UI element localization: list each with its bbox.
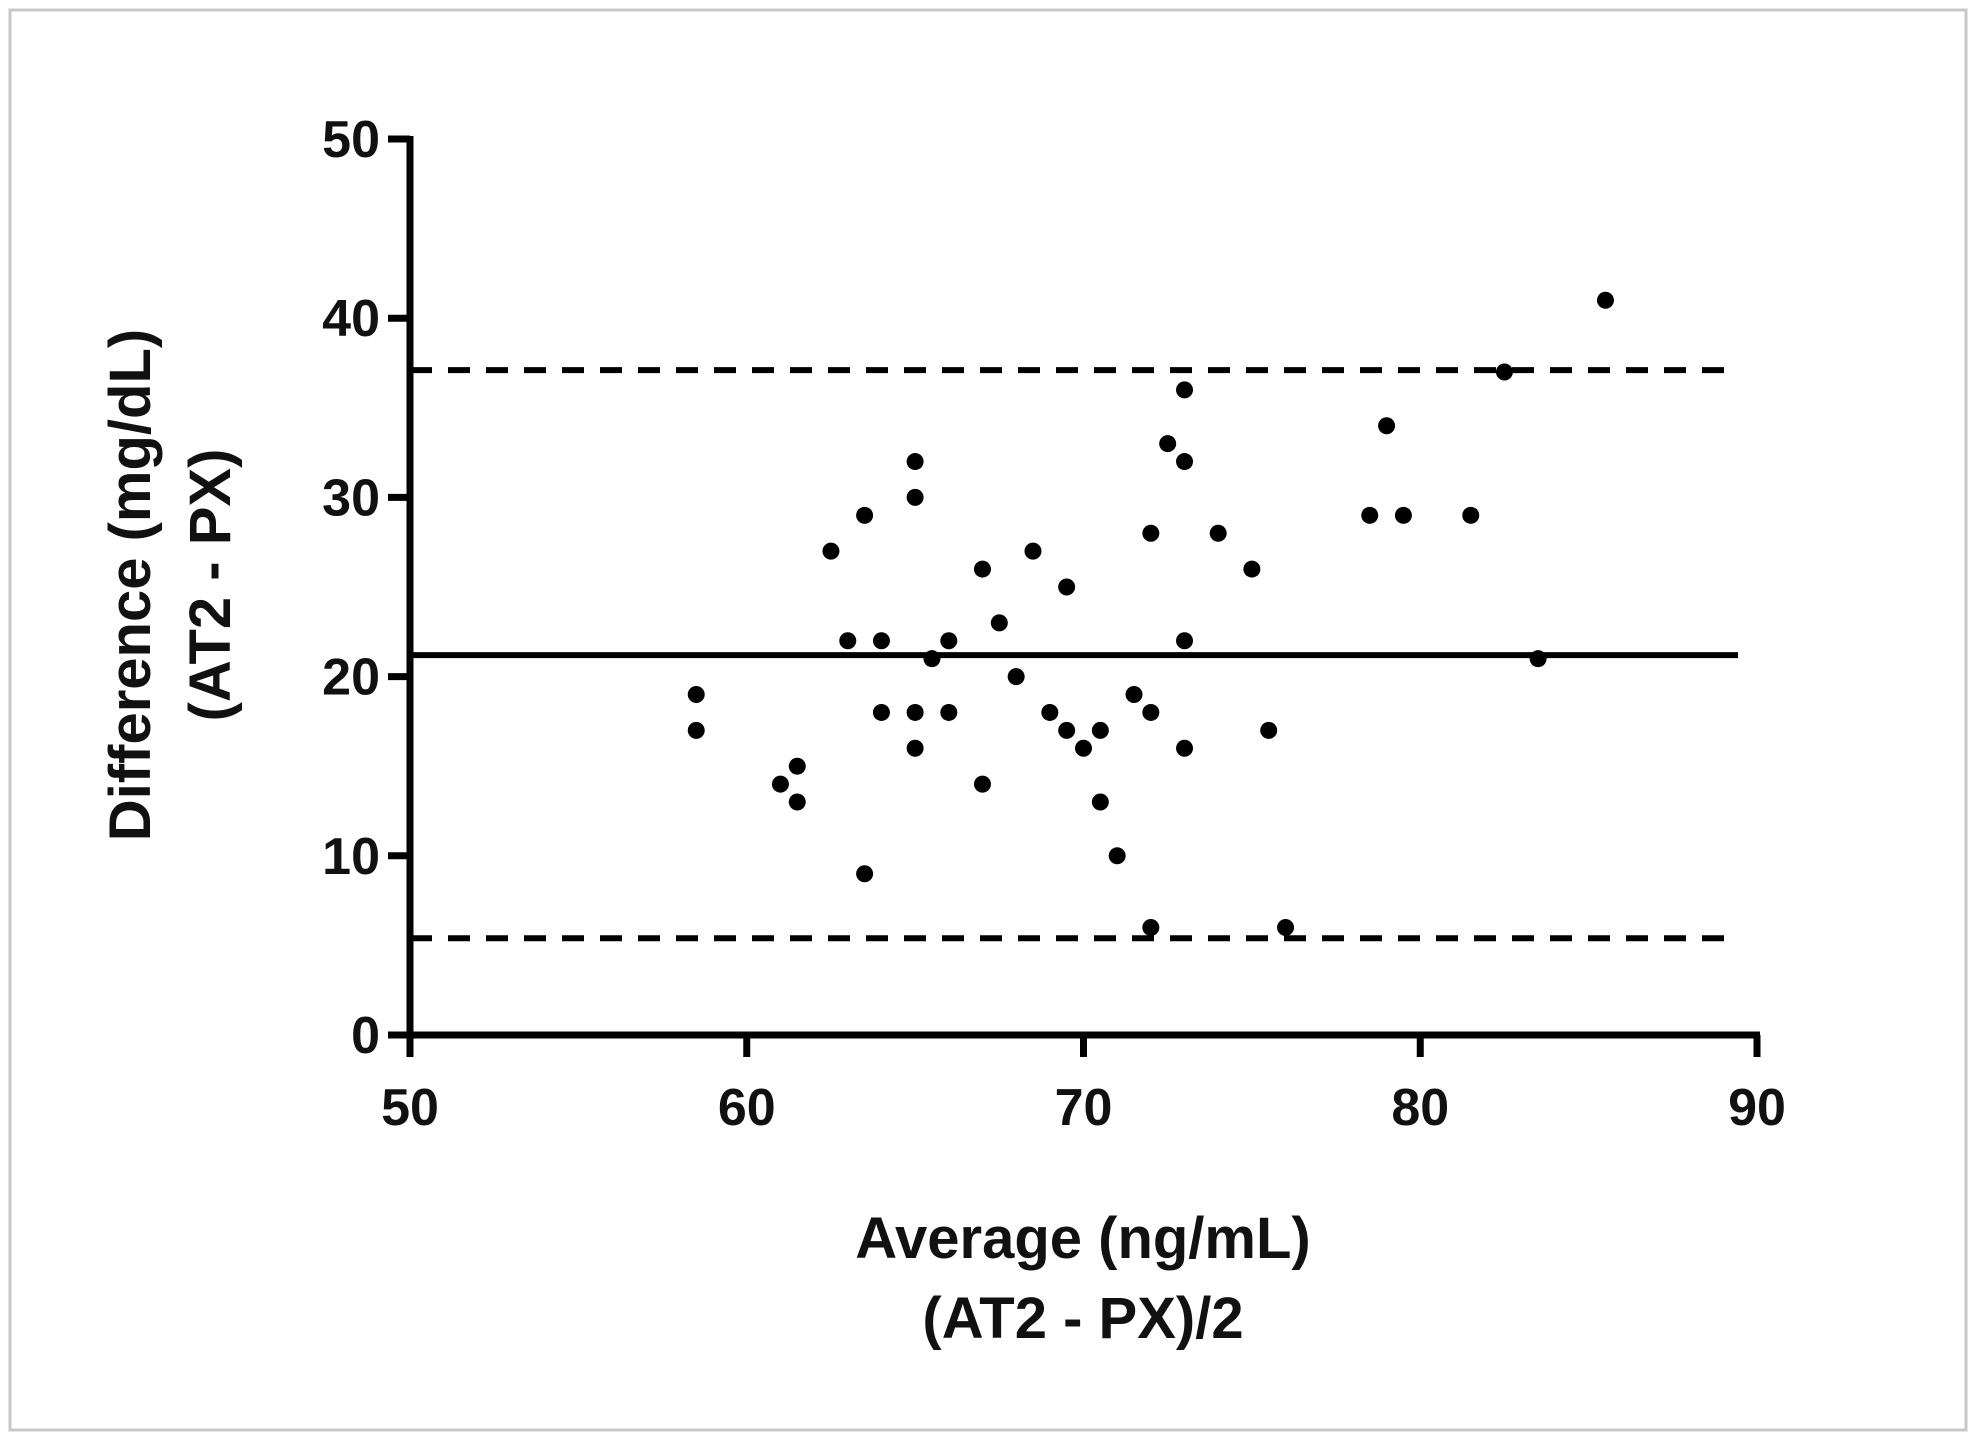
data-point [872, 632, 890, 650]
data-point [822, 542, 840, 560]
y-axis-title-line1: Difference (mg/dL) [98, 329, 163, 841]
data-point [1091, 793, 1109, 811]
data-point [906, 488, 924, 506]
data-point [1125, 686, 1143, 704]
data-point [1007, 668, 1025, 686]
data-point [990, 614, 1008, 632]
data-point [839, 632, 857, 650]
data-point [1024, 542, 1042, 560]
data-point [1159, 435, 1177, 453]
x-tick-label: 70 [1055, 1079, 1113, 1137]
data-point [687, 686, 705, 704]
x-tick-label: 90 [1728, 1079, 1786, 1137]
y-tick-label: 0 [351, 1007, 380, 1065]
data-point [1091, 721, 1109, 739]
data-point [771, 775, 789, 793]
data-point [1361, 506, 1379, 524]
data-point [1142, 918, 1160, 936]
data-point [1176, 453, 1194, 471]
data-point [1058, 578, 1076, 596]
data-point [1378, 417, 1396, 435]
x-tick-label: 60 [718, 1079, 776, 1137]
y-tick-label: 50 [322, 111, 380, 169]
y-axis-title-line2: (AT2 - PX) [178, 449, 243, 722]
y-tick-label: 20 [322, 649, 380, 707]
data-point [687, 721, 705, 739]
chart-frame [8, 8, 1968, 1432]
x-tick-label: 80 [1391, 1079, 1449, 1137]
data-point [1260, 721, 1278, 739]
data-point [1596, 291, 1614, 309]
data-point [923, 650, 941, 668]
x-axis-title-line1: Average (ng/mL) [855, 1206, 1310, 1271]
data-point [856, 506, 874, 524]
x-tick-label: 50 [381, 1079, 439, 1137]
data-point [973, 775, 991, 793]
data-point [856, 865, 874, 883]
data-point [1075, 739, 1092, 757]
data-point [1209, 524, 1227, 542]
data-point [1529, 650, 1547, 668]
data-point [1176, 381, 1194, 399]
data-point [1462, 506, 1480, 524]
data-point [1142, 703, 1160, 721]
data-point [788, 793, 806, 811]
data-point [1108, 847, 1126, 865]
data-point [1176, 739, 1194, 757]
data-point [940, 632, 958, 650]
data-point [973, 560, 991, 578]
data-point [872, 703, 890, 721]
y-tick-label: 10 [322, 828, 380, 886]
data-point [906, 703, 924, 721]
data-point [1058, 721, 1076, 739]
data-point [906, 739, 924, 757]
data-point [906, 453, 924, 471]
data-point [1176, 632, 1194, 650]
data-point [788, 757, 806, 775]
data-point [1041, 703, 1059, 721]
data-point [1277, 918, 1295, 936]
data-point [1394, 506, 1412, 524]
y-tick-label: 40 [322, 290, 380, 348]
data-point [1142, 524, 1160, 542]
data-point [1495, 363, 1513, 381]
data-point [1243, 560, 1261, 578]
data-point [940, 703, 958, 721]
x-axis-title-line2: (AT2 - PX)/2 [922, 1286, 1243, 1351]
y-tick-label: 30 [322, 469, 380, 527]
